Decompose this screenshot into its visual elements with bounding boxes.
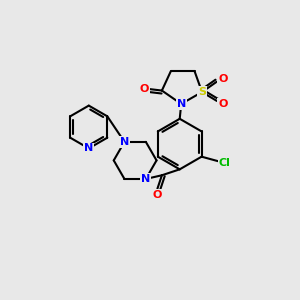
- Text: N: N: [84, 143, 93, 153]
- Text: O: O: [140, 84, 149, 94]
- Text: O: O: [218, 99, 227, 109]
- Text: O: O: [218, 74, 227, 84]
- Text: O: O: [153, 190, 162, 200]
- Text: N: N: [141, 174, 151, 184]
- Text: N: N: [177, 99, 186, 109]
- Text: N: N: [120, 137, 129, 147]
- Text: Cl: Cl: [219, 158, 230, 168]
- Text: S: S: [198, 87, 206, 97]
